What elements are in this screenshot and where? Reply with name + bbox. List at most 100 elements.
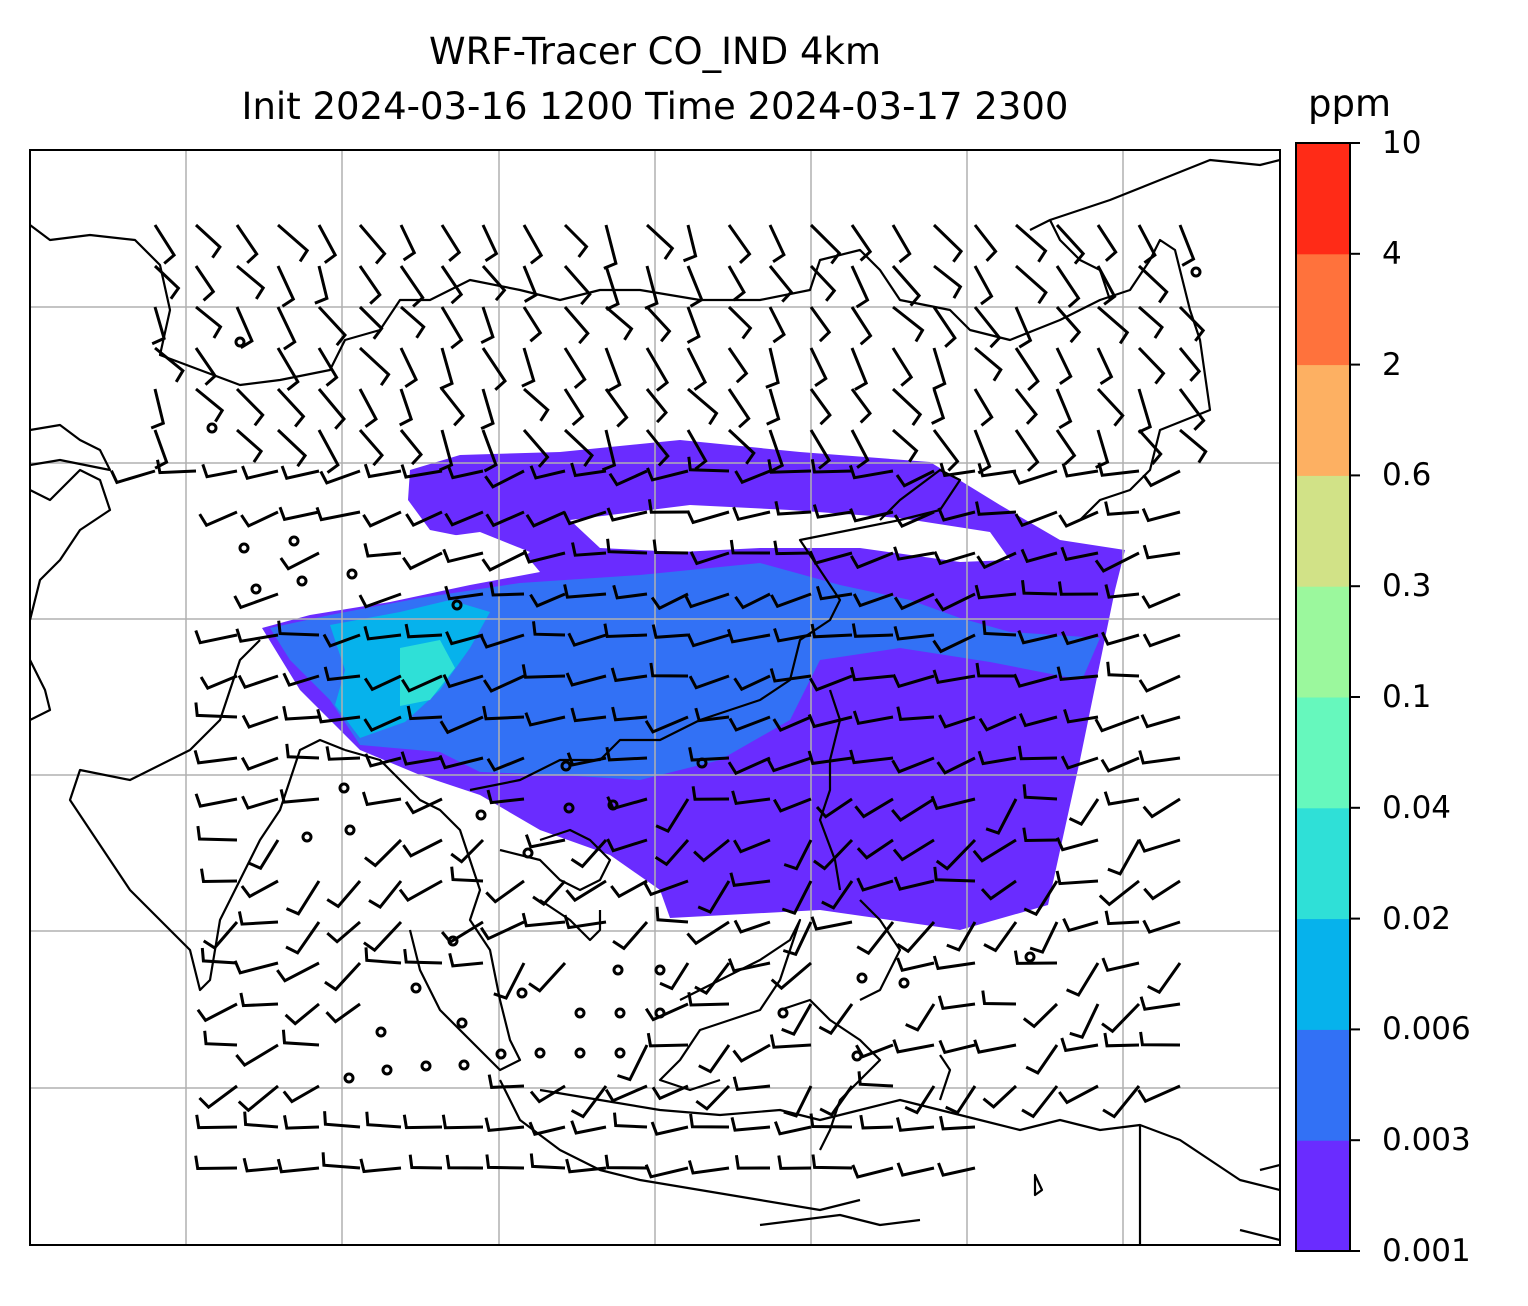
wind-barb (1104, 910, 1140, 926)
wind-barb (480, 306, 495, 345)
wind-barb (807, 713, 853, 729)
wind-barb (604, 1084, 648, 1103)
wind-barb (1014, 306, 1033, 349)
wind-barb (809, 347, 828, 388)
wind-barb (734, 1154, 771, 1170)
calm-wind-marker (206, 422, 218, 434)
wind-barb (809, 223, 842, 265)
wind-barb (689, 551, 730, 566)
wind-barb (1137, 388, 1153, 434)
calm-wind-marker (381, 1064, 393, 1076)
wind-barb (481, 429, 498, 473)
wind-barb (1055, 870, 1099, 886)
calm-wind-marker (234, 336, 246, 348)
wind-barb (1061, 630, 1099, 646)
wind-barb (1101, 957, 1140, 972)
wind-barb (1142, 544, 1181, 560)
wind-barb (1104, 501, 1140, 516)
wind-barb (852, 710, 894, 726)
wind-barb (606, 507, 648, 522)
wind-barb (529, 1084, 566, 1104)
wind-barb (1178, 347, 1202, 382)
wind-barb (1107, 839, 1141, 876)
wind-barb (973, 388, 994, 427)
wind-barb (1055, 429, 1077, 466)
wind-barb (895, 1117, 935, 1132)
wind-barb (698, 1044, 731, 1074)
wind-barb (768, 224, 786, 264)
wind-barb (281, 1029, 320, 1047)
wind-barb (850, 429, 870, 469)
wind-barb (1178, 305, 1206, 342)
wind-barb (974, 584, 1017, 600)
wind-barb (604, 347, 622, 393)
wind-barb (727, 347, 749, 384)
wind-barb (849, 508, 894, 523)
wind-barb (772, 797, 812, 813)
wind-barb (444, 510, 484, 527)
wind-barb (233, 960, 279, 975)
wind-barb (773, 540, 812, 556)
wind-barb (687, 387, 719, 426)
wind-barb (1096, 224, 1118, 262)
wind-barb (1102, 1085, 1141, 1119)
wind-barb (810, 623, 853, 639)
wind-barb (402, 838, 443, 858)
wind-barb (153, 264, 181, 300)
wind-barb (363, 463, 402, 479)
wind-barb (686, 633, 730, 648)
wind-barb (770, 592, 812, 609)
wind-barb (481, 347, 507, 391)
calm-wind-marker (420, 1060, 432, 1072)
wind-barb (314, 265, 329, 305)
wind-barb (808, 674, 853, 692)
wind-barb (783, 839, 813, 871)
colorbar-tick-label: 0.04 (1382, 789, 1452, 826)
wind-barb (973, 1039, 1017, 1054)
wind-barb (276, 265, 296, 308)
wind-barb (1055, 223, 1086, 265)
wind-barb (646, 1032, 689, 1048)
wind-barb (765, 347, 780, 389)
wind-barb (891, 347, 914, 387)
wind-barb (1015, 223, 1048, 263)
wind-barb (193, 749, 238, 765)
wind-barb (276, 306, 297, 351)
calm-wind-marker (451, 599, 463, 611)
colorbar-tick-label: 0.6 (1382, 457, 1432, 494)
wind-barb (196, 825, 238, 842)
wind-barb (368, 880, 403, 909)
wind-barb (317, 224, 338, 264)
wind-barb (325, 1002, 361, 1024)
wind-barb (774, 500, 812, 516)
wind-barb (851, 1164, 894, 1179)
wind-barb (1101, 631, 1140, 646)
wind-barb (1178, 224, 1196, 267)
calm-wind-marker (574, 1047, 586, 1059)
wind-barb (686, 265, 704, 308)
wind-barb (932, 429, 960, 472)
wind-barb (810, 458, 853, 474)
wind-barb (694, 707, 730, 723)
wind-barb (773, 1121, 812, 1136)
wind-barb (691, 786, 730, 801)
wind-barb (726, 628, 771, 644)
calm-wind-marker (777, 1007, 789, 1019)
wind-barb (1137, 428, 1163, 466)
wind-barb (896, 706, 935, 721)
wind-barb (203, 1030, 238, 1047)
wind-barb (522, 549, 566, 564)
wind-barb (1014, 429, 1040, 472)
wind-barb (849, 749, 894, 765)
calm-wind-marker (338, 782, 350, 794)
wind-barb (406, 705, 443, 721)
colorbar-tick-label: 0.1 (1382, 679, 1432, 715)
wind-barb (892, 428, 919, 463)
wind-barb (442, 673, 484, 689)
wind-barb (399, 347, 419, 389)
wind-barb (570, 1120, 607, 1135)
wind-barb (727, 756, 771, 776)
colorbar-segment (1296, 143, 1350, 255)
wind-barb (975, 662, 1017, 678)
wind-barb (481, 265, 507, 302)
